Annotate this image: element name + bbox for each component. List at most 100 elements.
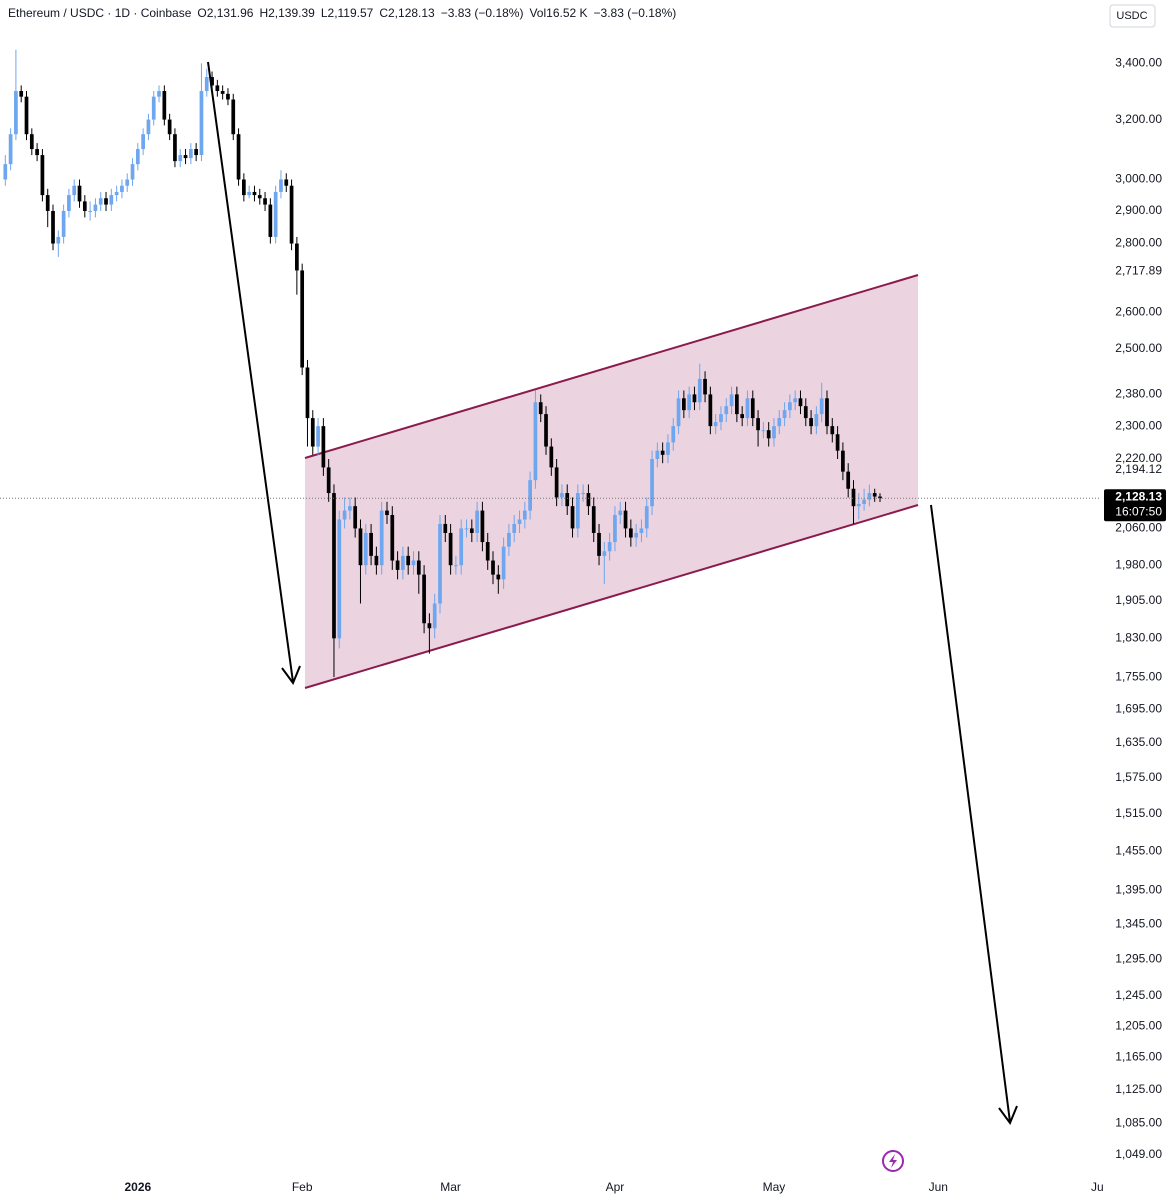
candle-body bbox=[814, 414, 819, 427]
candle-body bbox=[835, 434, 840, 451]
candle-body bbox=[480, 510, 485, 543]
candle-body bbox=[856, 503, 861, 507]
arrow bbox=[207, 61, 294, 683]
candle-body bbox=[862, 499, 866, 504]
candle-body bbox=[220, 91, 225, 94]
header: Ethereum / USDC · 1D · Coinbase O2,131.9… bbox=[8, 6, 676, 20]
change: −3.83 (−0.18%) bbox=[440, 6, 524, 20]
candle-body bbox=[332, 493, 336, 639]
open: O2,131.96 bbox=[197, 6, 254, 20]
volume: Vol16.52 K bbox=[529, 6, 588, 20]
candle-body bbox=[591, 506, 596, 533]
candle-body bbox=[45, 195, 50, 211]
candle-body bbox=[72, 185, 77, 196]
candle-body bbox=[443, 523, 448, 533]
candle-body bbox=[469, 528, 474, 533]
candle-body bbox=[575, 493, 580, 529]
candle-body bbox=[798, 398, 803, 407]
candle-body bbox=[703, 378, 707, 395]
candle-body bbox=[348, 506, 352, 511]
candle-body bbox=[406, 555, 411, 566]
candle-body bbox=[358, 528, 363, 566]
high: H2,139.39 bbox=[259, 6, 315, 20]
candle-body bbox=[183, 155, 188, 159]
y-tick-label: 2,300.00 bbox=[1115, 418, 1162, 432]
lightning-icon[interactable] bbox=[882, 1150, 904, 1172]
y-tick-label: 2,194.12 bbox=[1115, 462, 1162, 476]
y-tick-label: 1,345.00 bbox=[1115, 916, 1162, 930]
candle-body bbox=[369, 532, 373, 556]
x-tick-label: Apr bbox=[606, 1180, 625, 1194]
arrowhead bbox=[281, 665, 301, 686]
candle-body bbox=[215, 85, 220, 92]
candle-body bbox=[24, 96, 29, 135]
candle-body bbox=[284, 179, 289, 186]
candle-body bbox=[560, 493, 564, 498]
candle-body bbox=[687, 394, 692, 411]
channel-bottom bbox=[304, 504, 919, 689]
candle-body bbox=[279, 179, 283, 192]
candle-body bbox=[485, 542, 490, 561]
candle-body bbox=[618, 510, 623, 516]
candle-body bbox=[597, 532, 601, 556]
candle-body bbox=[3, 164, 8, 180]
candle-body bbox=[491, 560, 495, 575]
candle-body bbox=[167, 119, 172, 135]
candle-body bbox=[639, 528, 644, 533]
candle-body bbox=[226, 93, 230, 100]
candle-body bbox=[61, 210, 66, 237]
candle-body bbox=[777, 418, 782, 427]
candle-body bbox=[263, 198, 267, 205]
candle-body bbox=[719, 414, 723, 423]
y-tick-label: 1,575.00 bbox=[1115, 770, 1162, 784]
price-axis bbox=[1100, 0, 1173, 1200]
currency-box bbox=[1109, 4, 1156, 28]
y-tick-label: 1,635.00 bbox=[1115, 735, 1162, 749]
candle-body bbox=[29, 134, 34, 150]
candle-body bbox=[88, 210, 92, 212]
candle-body bbox=[644, 506, 649, 529]
candle-body bbox=[623, 510, 628, 529]
y-tick-label: 1,125.00 bbox=[1115, 1082, 1162, 1096]
candle-body bbox=[761, 430, 766, 432]
y-tick-label: 1,049.00 bbox=[1115, 1147, 1162, 1161]
candle-body bbox=[650, 459, 654, 507]
y-tick-label: 1,455.00 bbox=[1115, 843, 1162, 857]
candle-body bbox=[98, 198, 103, 205]
candle-body bbox=[666, 442, 670, 455]
candle-body bbox=[544, 414, 548, 447]
y-tick-label: 1,755.00 bbox=[1115, 669, 1162, 683]
axes: 3,400.00 3,200.00 3,000.00 2,900.00 2,800.00… bbox=[124, 55, 1166, 1194]
candle-body bbox=[512, 523, 517, 533]
candle-body bbox=[517, 519, 522, 524]
candle-body bbox=[438, 523, 442, 604]
candle-body bbox=[82, 201, 87, 211]
candle-body bbox=[533, 402, 538, 481]
candle-body bbox=[522, 510, 527, 520]
candle-body bbox=[104, 198, 108, 205]
candle-body bbox=[157, 91, 161, 97]
y-tick-label: 1,830.00 bbox=[1115, 631, 1162, 645]
candle-body bbox=[750, 398, 755, 419]
candle-body bbox=[496, 574, 501, 580]
candle-body bbox=[300, 270, 305, 368]
candle-body bbox=[713, 422, 718, 427]
candle-body bbox=[867, 493, 872, 500]
candle-body bbox=[326, 467, 331, 494]
candle-body bbox=[851, 488, 856, 507]
candle-body bbox=[310, 418, 315, 447]
candle-body bbox=[793, 398, 798, 403]
y-tick-label: 2,717.89 bbox=[1115, 263, 1162, 277]
candle-body bbox=[766, 430, 771, 439]
candle-body bbox=[305, 367, 310, 419]
candle-body bbox=[268, 204, 273, 237]
candle-body bbox=[151, 96, 156, 120]
y-tick-label: 2,380.00 bbox=[1115, 387, 1162, 401]
y-tick-label: 2,220.00 bbox=[1115, 451, 1162, 465]
candle-body bbox=[120, 185, 124, 192]
candle-body bbox=[554, 467, 559, 498]
arrow bbox=[930, 504, 1011, 1123]
candle-body bbox=[448, 532, 453, 566]
candle-body bbox=[19, 91, 24, 97]
